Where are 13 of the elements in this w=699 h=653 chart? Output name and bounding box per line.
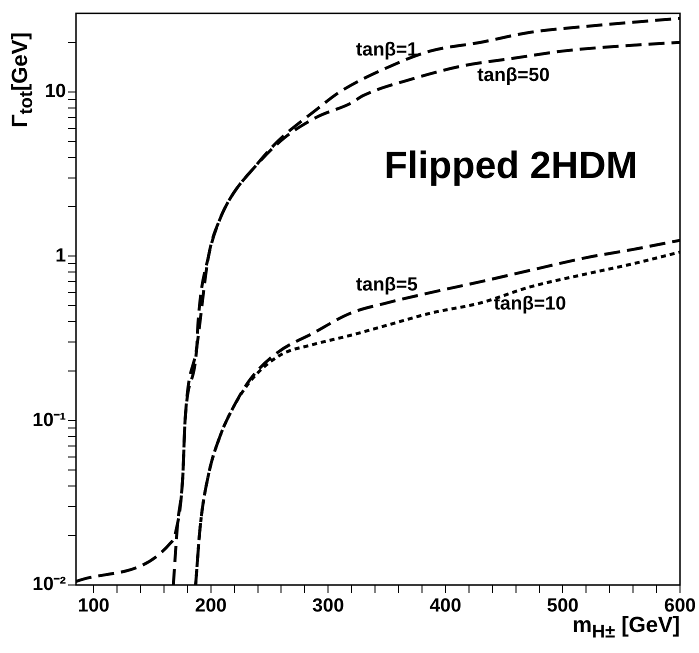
annotation: Flipped 2HDM xyxy=(384,145,638,188)
series-label: tanβ=5 xyxy=(356,274,418,296)
y-tick-label: 10⁻¹ xyxy=(32,410,66,431)
y-tick-label: 10⁻² xyxy=(32,574,66,596)
x-tick-label: 200 xyxy=(195,596,227,617)
y-tick-label: 1 xyxy=(55,245,66,266)
series-label: tanβ=50 xyxy=(477,65,550,86)
x-tick-label: 300 xyxy=(312,596,344,617)
x-tick-label: 400 xyxy=(430,596,462,617)
x-tick-label: 100 xyxy=(78,596,110,617)
y-tick-label: 10 xyxy=(44,81,66,102)
series-label: tanβ=10 xyxy=(494,294,566,315)
series-label: tanβ=1 xyxy=(356,40,418,61)
